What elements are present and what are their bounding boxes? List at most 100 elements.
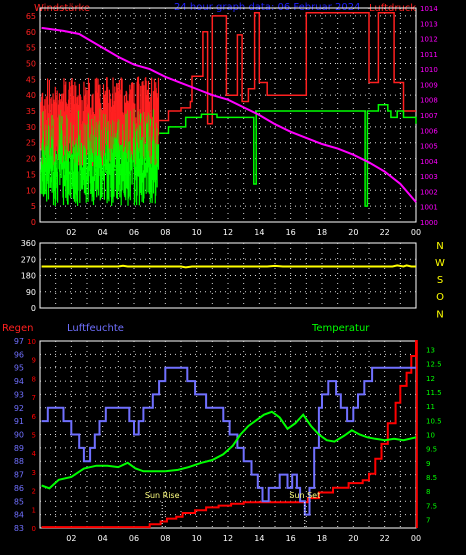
wind-xtick-10: 22 <box>380 228 390 237</box>
temp-ytick-12: 13 <box>426 347 435 355</box>
humidity-ytick-8: 91 <box>14 417 24 426</box>
humidity-ytick-1: 84 <box>14 511 24 520</box>
humidity-ytick-11: 94 <box>14 377 24 386</box>
direction-ytick-2: 180 <box>21 272 36 281</box>
pressure-ytick-8: 1008 <box>420 97 438 105</box>
wind-series-0 <box>159 12 416 125</box>
humidity-axis-title: Luftfeuchte <box>67 323 124 334</box>
direction-ytick-1: 90 <box>26 288 36 297</box>
wind-xtick-2: 06 <box>129 228 139 237</box>
temp-ytick-5: 9.5 <box>426 446 437 454</box>
compass-label-2: S <box>437 275 443 286</box>
pressure-ytick-3: 1003 <box>420 173 438 181</box>
wind-ytick-7: 35 <box>26 107 36 116</box>
wind-xtick-5: 12 <box>223 228 233 237</box>
direction-series-0 <box>41 264 416 269</box>
humidity-ytick-3: 86 <box>14 484 24 493</box>
wind-ytick-6: 30 <box>26 123 36 132</box>
wind-ytick-3: 15 <box>26 170 36 179</box>
humidity-ytick-9: 92 <box>14 404 24 413</box>
temp-ytick-11: 12.5 <box>426 361 442 369</box>
climate-xtick-11: 00 <box>411 534 421 543</box>
pressure-ytick-7: 1007 <box>420 112 438 120</box>
wind-ytick-1: 5 <box>31 202 36 211</box>
climate-series-0 <box>41 340 418 529</box>
climate-xtick-7: 16 <box>286 534 296 543</box>
climate-xtick-1: 04 <box>98 534 108 543</box>
humidity-ytick-4: 87 <box>14 471 24 480</box>
humidity-ytick-14: 97 <box>14 337 24 346</box>
humidity-ytick-2: 85 <box>14 497 24 506</box>
rain-ytick-9: 9 <box>32 357 36 365</box>
rain-ytick-8: 8 <box>32 375 36 383</box>
climate-xtick-5: 12 <box>223 534 233 543</box>
pressure-ytick-12: 1012 <box>420 36 438 44</box>
sun-annotation-1: Sun Set <box>289 491 320 500</box>
pressure-ytick-10: 1010 <box>420 66 438 74</box>
pressure-ytick-11: 1011 <box>420 51 438 59</box>
wind-xtick-6: 14 <box>254 228 264 237</box>
wind-ytick-2: 10 <box>26 186 36 195</box>
climate-xtick-6: 14 <box>254 534 264 543</box>
pressure-ytick-6: 1006 <box>420 127 438 135</box>
temp-ytick-2: 8 <box>426 488 430 496</box>
temp-ytick-8: 11 <box>426 403 435 411</box>
wind-xtick-4: 10 <box>192 228 202 237</box>
humidity-ytick-6: 89 <box>14 444 24 453</box>
wind-xtick-9: 20 <box>348 228 358 237</box>
pressure-ytick-5: 1005 <box>420 143 438 151</box>
direction-ytick-4: 360 <box>21 239 36 248</box>
climate-xtick-4: 10 <box>192 534 202 543</box>
pressure-ytick-14: 1014 <box>420 5 438 13</box>
pressure-ytick-13: 1013 <box>420 20 438 28</box>
wind-ytick-10: 50 <box>26 59 36 68</box>
climate-series-2 <box>41 410 417 490</box>
climate-xtick-9: 20 <box>348 534 358 543</box>
pressure-ytick-0: 1000 <box>420 219 438 227</box>
temp-ytick-3: 8.5 <box>426 474 437 482</box>
wind-xtick-7: 16 <box>286 228 296 237</box>
humidity-ytick-5: 88 <box>14 457 24 466</box>
tick-labels-layer: 0510152025303540455055606510001001100210… <box>14 5 445 543</box>
temperature-axis-title: Temperatur <box>311 323 370 334</box>
humidity-ytick-10: 93 <box>14 390 24 399</box>
rain-ytick-10: 10 <box>27 338 36 346</box>
compass-label-0: N <box>436 241 443 252</box>
compass-label-3: O <box>436 292 444 303</box>
rain-ytick-0: 0 <box>32 525 36 533</box>
climate-xtick-2: 06 <box>129 534 139 543</box>
wind-xtick-3: 08 <box>160 228 170 237</box>
wind-series-1 <box>159 103 417 207</box>
compass-label-4: N <box>436 309 443 320</box>
rain-ytick-6: 6 <box>32 413 37 421</box>
temp-ytick-6: 10 <box>426 432 435 440</box>
direction-ytick-3: 270 <box>21 255 36 264</box>
wind-ytick-8: 40 <box>26 91 36 100</box>
pressure-ytick-4: 1004 <box>420 158 438 166</box>
direction-ytick-0: 0 <box>31 304 36 313</box>
rain-axis-title: Regen <box>2 323 34 334</box>
wind-xtick-11: 00 <box>411 228 421 237</box>
wind-ytick-5: 25 <box>26 139 36 148</box>
grid-layer <box>39 7 417 529</box>
compass-label-1: W <box>435 258 445 269</box>
wind-ytick-13: 65 <box>26 12 36 21</box>
wind-ytick-11: 55 <box>26 44 36 53</box>
wind-xtick-8: 18 <box>317 228 327 237</box>
climate-xtick-10: 22 <box>380 534 390 543</box>
wind-xtick-1: 04 <box>98 228 108 237</box>
wind-ytick-9: 45 <box>26 75 36 84</box>
wind-ytick-12: 60 <box>26 28 36 37</box>
climate-xtick-0: 02 <box>66 534 76 543</box>
rain-ytick-4: 4 <box>32 450 37 458</box>
rain-ytick-7: 7 <box>32 394 36 402</box>
wind-ytick-0: 0 <box>31 218 36 227</box>
rain-ytick-3: 3 <box>32 469 36 477</box>
pressure-ytick-2: 1002 <box>420 188 438 196</box>
temp-ytick-9: 11.5 <box>426 389 442 397</box>
series-layer <box>40 12 418 529</box>
temp-ytick-0: 7 <box>426 517 430 525</box>
rain-ytick-1: 1 <box>32 506 36 514</box>
